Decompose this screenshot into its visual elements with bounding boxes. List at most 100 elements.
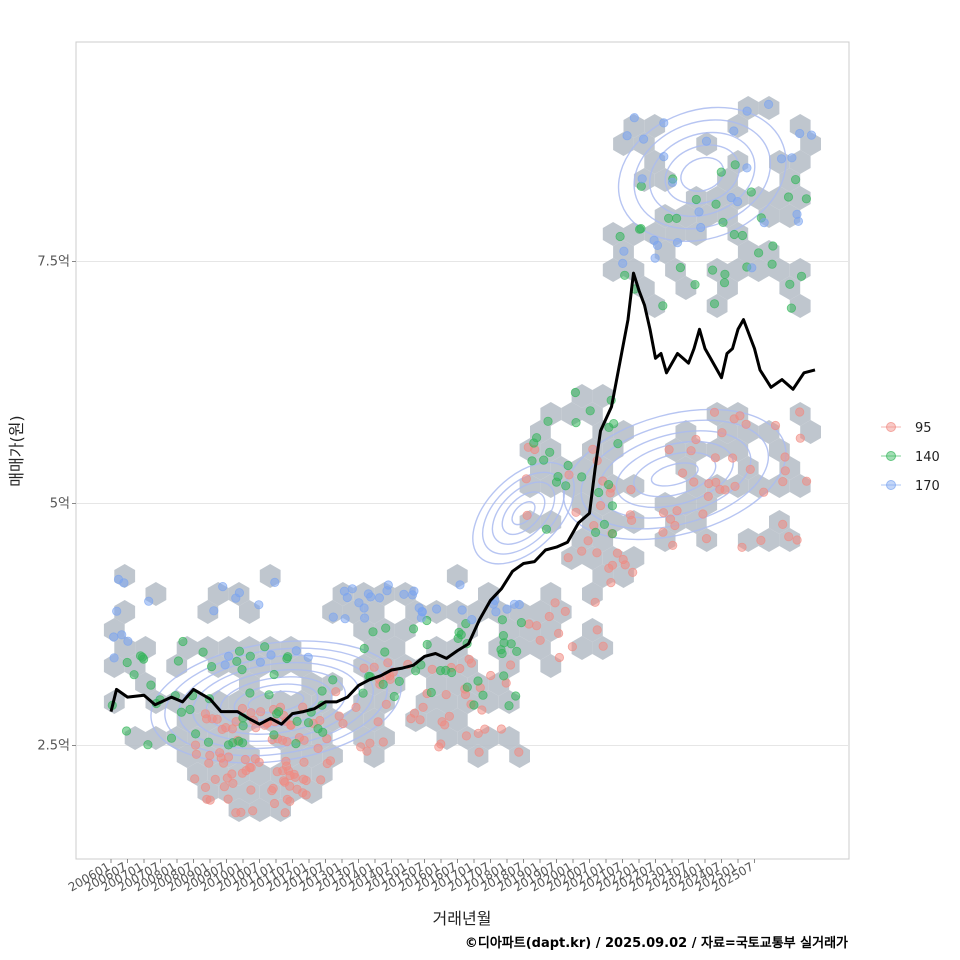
point-170	[637, 174, 647, 184]
hexbin-cell	[789, 186, 811, 210]
hexbin-cell	[135, 672, 156, 696]
point-170	[347, 584, 357, 594]
point-95	[730, 481, 740, 491]
point-95	[474, 747, 484, 757]
point-170	[339, 586, 349, 596]
point-95	[524, 619, 534, 629]
point-170	[649, 235, 659, 245]
point-140	[709, 299, 720, 309]
point-95	[222, 773, 232, 783]
point-95	[210, 774, 220, 785]
point-170	[793, 216, 804, 226]
hexbin-cell	[384, 636, 406, 660]
hexbin-cell	[685, 438, 707, 462]
point-140	[237, 664, 247, 675]
point-95	[245, 762, 255, 773]
point-95	[727, 453, 738, 463]
point-95	[191, 749, 201, 759]
point-170	[407, 590, 418, 600]
point-140	[719, 278, 730, 288]
point-140	[527, 456, 537, 466]
point-95	[598, 641, 608, 651]
point-170	[732, 197, 743, 207]
point-95	[672, 506, 682, 516]
legend: 95 140 170	[881, 421, 940, 494]
density-contour	[580, 419, 770, 530]
point-170	[742, 163, 752, 173]
point-95	[223, 752, 234, 762]
point-95	[325, 756, 335, 766]
point-95	[200, 782, 211, 793]
point-140	[691, 194, 701, 205]
point-140	[234, 646, 245, 656]
point-170	[629, 113, 639, 123]
point-95	[689, 477, 699, 487]
y-tick-label: 2.5억	[37, 739, 70, 754]
point-95	[698, 509, 708, 519]
point-140	[730, 160, 740, 170]
point-170	[255, 657, 265, 667]
point-95	[378, 737, 388, 747]
point-170	[694, 207, 704, 217]
point-95	[351, 702, 361, 713]
legend-key-140	[886, 451, 896, 461]
point-170	[109, 653, 119, 663]
point-95	[605, 488, 615, 498]
x-axis-title: 거래년월	[433, 909, 492, 928]
point-170	[701, 136, 712, 146]
point-170	[795, 128, 805, 139]
point-95	[778, 476, 788, 487]
point-95	[521, 474, 531, 484]
legend-label-95: 95	[915, 421, 932, 436]
point-140	[615, 231, 625, 242]
point-140	[577, 472, 587, 482]
point-95	[215, 748, 225, 758]
y-axis-ticks: 2.5억 5억 7.5억	[37, 255, 76, 754]
point-140	[198, 647, 208, 657]
point-170	[667, 177, 678, 187]
point-95	[334, 711, 344, 721]
point-95	[415, 715, 425, 725]
point-140	[389, 691, 399, 702]
point-140	[563, 460, 573, 471]
point-95	[759, 487, 769, 497]
point-170	[303, 652, 313, 662]
hexbin-cell	[436, 690, 458, 714]
legend-label-170: 170	[915, 479, 940, 494]
hexbin-cell	[353, 618, 375, 642]
hexbin-cell	[602, 510, 624, 534]
point-95	[664, 444, 674, 455]
hexbin-cell	[644, 114, 666, 138]
point-95	[381, 699, 391, 710]
point-140	[543, 416, 553, 426]
point-170	[209, 606, 219, 616]
point-170	[457, 605, 467, 615]
point-95	[486, 670, 496, 681]
x-axis-ticks: 2006012006072007012007072008012008072009…	[66, 859, 756, 895]
hexbin-cell	[644, 222, 666, 246]
point-140	[716, 167, 726, 177]
point-170	[220, 660, 230, 670]
point-170	[502, 604, 512, 614]
point-95	[571, 507, 581, 517]
point-95	[280, 777, 290, 787]
point-170	[729, 126, 739, 136]
point-170	[672, 238, 683, 248]
point-140	[143, 740, 153, 750]
point-95	[313, 743, 323, 754]
point-95	[301, 790, 311, 800]
point-140	[594, 487, 604, 498]
point-140	[541, 524, 552, 534]
point-140	[426, 687, 436, 698]
point-140	[422, 639, 432, 650]
point-95	[626, 484, 636, 495]
point-170	[431, 604, 442, 614]
point-95	[606, 577, 616, 588]
point-95	[190, 774, 200, 784]
hexbin-cell	[769, 186, 790, 210]
point-95	[331, 687, 341, 697]
point-140	[746, 187, 756, 197]
point-140	[561, 481, 571, 491]
point-170	[119, 578, 129, 588]
point-95	[466, 658, 476, 668]
